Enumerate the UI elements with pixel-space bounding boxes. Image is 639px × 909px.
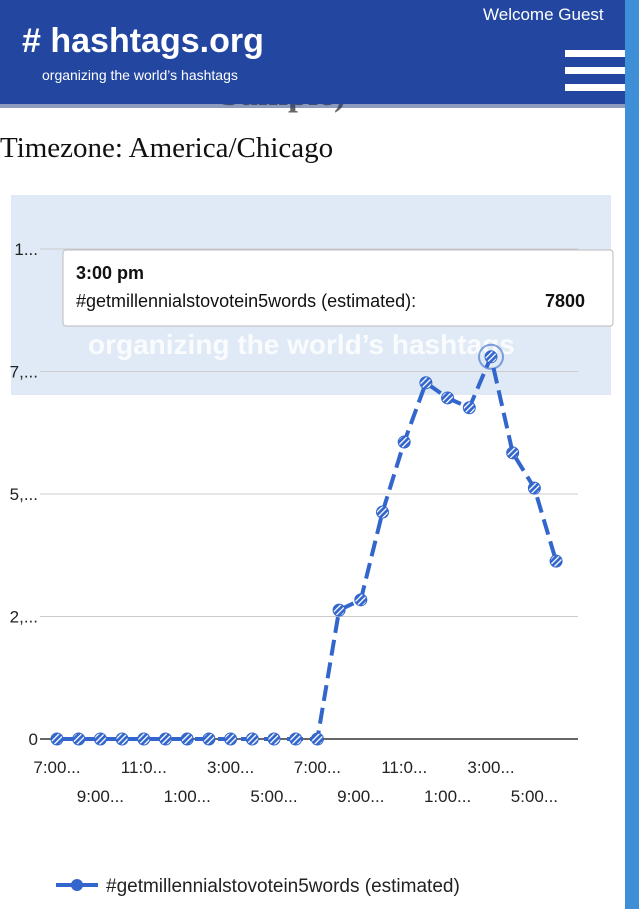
tooltip-value: 7800 xyxy=(545,291,585,311)
x-tick-label: 7:00... xyxy=(294,758,341,777)
data-point xyxy=(527,481,541,495)
y-tick-label: 0 xyxy=(29,730,38,749)
menu-bar xyxy=(565,67,625,74)
x-tick-label: 11:0... xyxy=(381,758,427,777)
header-shadow xyxy=(0,104,625,108)
x-tick-label: 9:00... xyxy=(337,787,384,806)
menu-bar xyxy=(565,84,625,91)
tooltip-box xyxy=(62,249,614,327)
y-tick-label: 1... xyxy=(14,240,38,259)
welcome-text[interactable]: Welcome Guest xyxy=(483,5,604,24)
data-point xyxy=(245,732,259,746)
tooltip-label: #getmillennialstovotein5words (estimated… xyxy=(76,291,416,311)
data-point xyxy=(549,554,563,568)
x-tick-label: 1:00... xyxy=(164,787,211,806)
x-tick-label: 5:00... xyxy=(250,787,297,806)
data-point xyxy=(202,732,216,746)
data-point xyxy=(484,350,498,364)
header-bar xyxy=(0,0,625,104)
data-point xyxy=(93,732,107,746)
data-point xyxy=(462,401,476,415)
data-point xyxy=(267,732,281,746)
data-point xyxy=(224,732,238,746)
legend-marker xyxy=(71,879,83,891)
x-tick-label: 7:00... xyxy=(33,758,80,777)
tagline: organizing the world’s hashtags xyxy=(42,67,238,83)
x-tick-label: 3:00... xyxy=(207,758,254,777)
scrollbar[interactable] xyxy=(625,0,639,909)
data-point xyxy=(50,732,64,746)
data-point xyxy=(72,732,86,746)
x-tick-label: 5:00... xyxy=(511,787,558,806)
y-tick-label: 2,... xyxy=(10,608,38,627)
data-point xyxy=(376,505,389,519)
logo: # hashtags.org xyxy=(22,22,264,60)
data-point xyxy=(137,732,151,746)
data-point xyxy=(115,732,129,746)
y-tick-label: 7,... xyxy=(10,363,38,382)
data-point xyxy=(419,376,433,390)
menu-bar xyxy=(565,50,625,57)
x-tick-label: 3:00... xyxy=(467,758,514,777)
timezone: Timezone: America/Chicago xyxy=(0,132,333,164)
data-point xyxy=(354,593,368,607)
x-tick-label: 1:00... xyxy=(424,787,471,806)
data-point xyxy=(397,435,411,449)
plot: 0 2,... 5,... 7,... 1... 7:00... 9:00... 11:0..… xyxy=(10,240,578,897)
series-line xyxy=(57,350,559,741)
data-point xyxy=(289,732,303,746)
menu-button[interactable] xyxy=(565,50,625,91)
data-point xyxy=(159,732,172,746)
data-point xyxy=(332,603,346,617)
data-point xyxy=(310,732,324,746)
data-point xyxy=(506,446,520,460)
data-point xyxy=(180,732,194,746)
tooltip-title: 3:00 pm xyxy=(76,263,144,283)
watermark-text: organizing the world’s hashtags xyxy=(88,329,515,360)
x-tick-label: 11:0... xyxy=(121,758,167,777)
tooltip: 3:00 pm #getmillennialstovotein5words (e… xyxy=(62,249,614,327)
y-tick-label: 5,... xyxy=(10,485,38,504)
legend-label: #getmillennialstovotein5words (estimated… xyxy=(106,876,460,897)
x-tick-label: 9:00... xyxy=(77,787,124,806)
hover-ring xyxy=(478,343,504,370)
data-point xyxy=(441,391,455,405)
